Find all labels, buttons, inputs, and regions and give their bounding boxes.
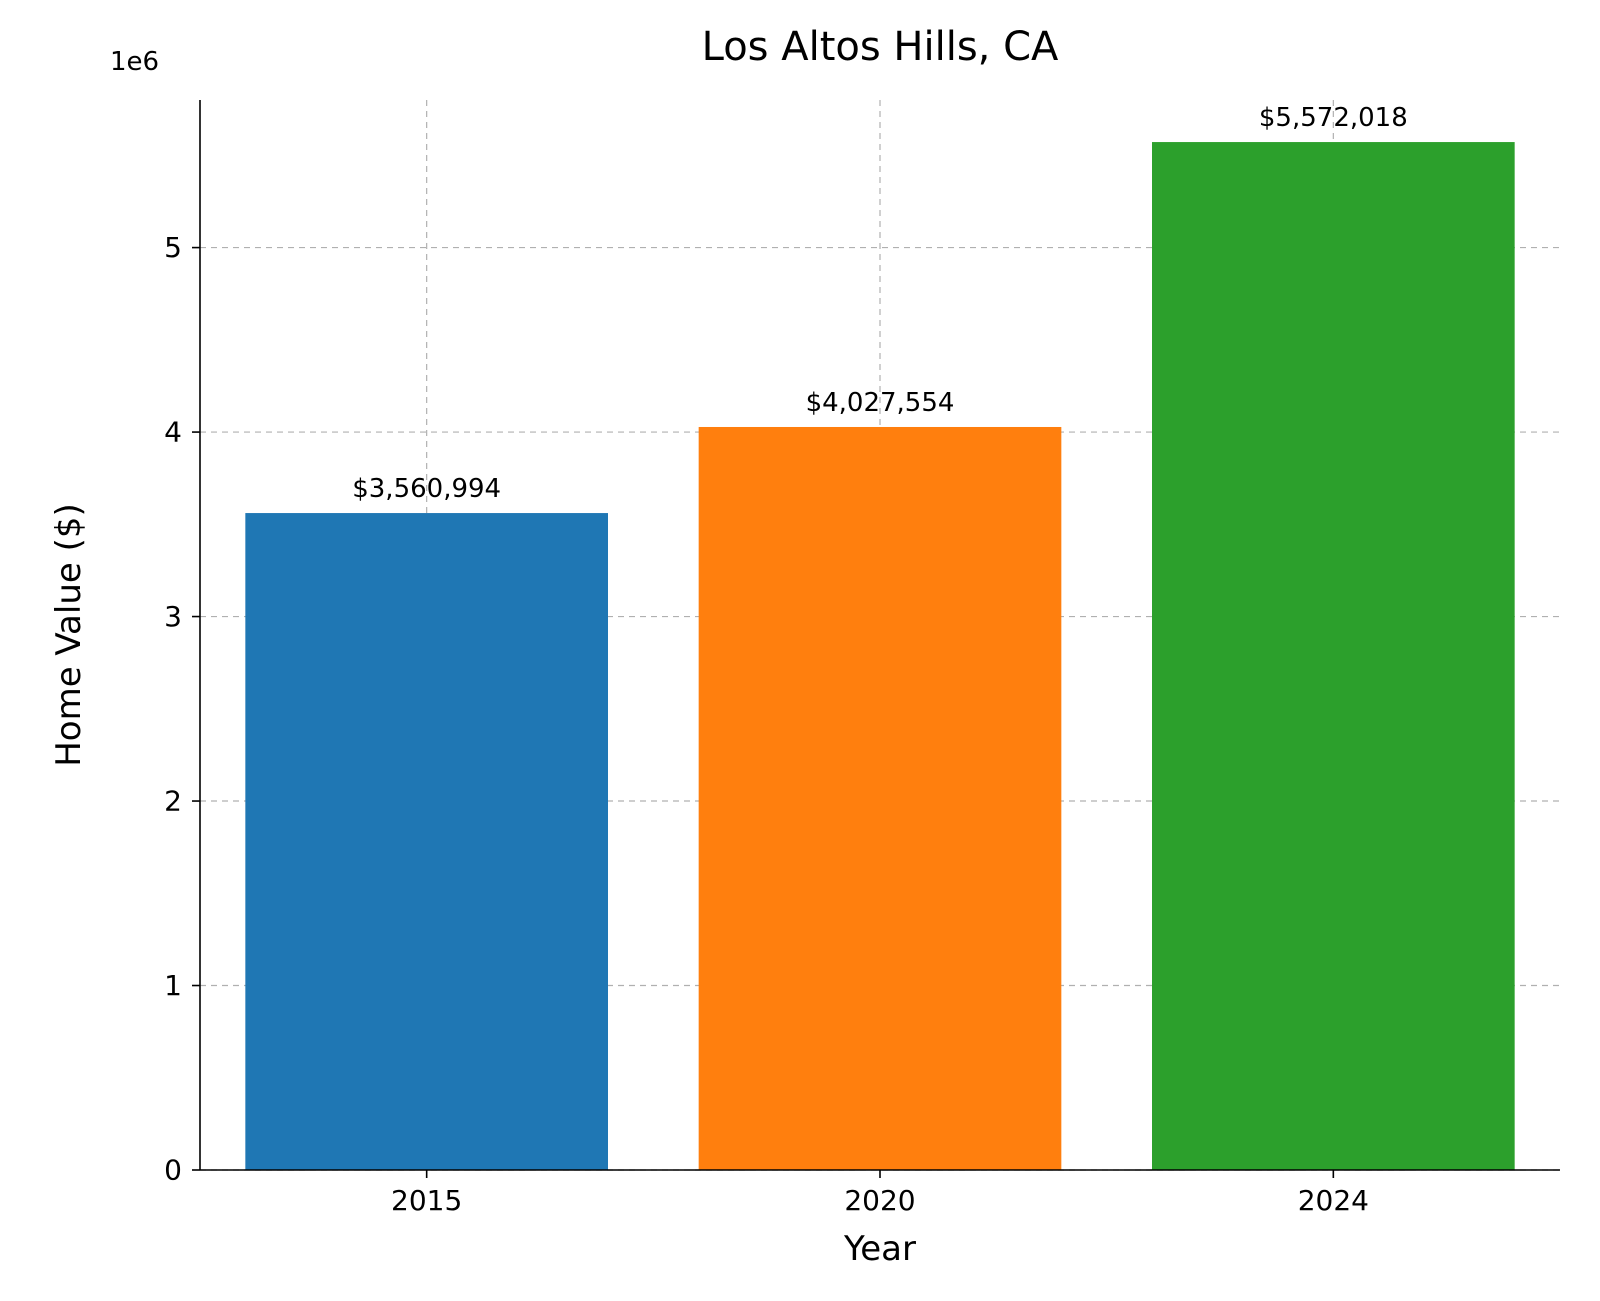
xtick-label: 2024 — [1298, 1184, 1369, 1217]
value-label-2024: $5,572,018 — [1259, 103, 1408, 133]
ytick-label: 3 — [164, 600, 182, 633]
bar-chart-svg: $3,560,994 $4,027,554 $5,572,018 0 1 2 3 4 5 1e6 2… — [0, 0, 1600, 1301]
bar-2024 — [1152, 142, 1515, 1170]
value-label-2015: $3,560,994 — [352, 474, 501, 504]
x-axis-label: Year — [843, 1229, 916, 1269]
bar-2015 — [245, 513, 608, 1170]
y-offset-text: 1e6 — [110, 47, 159, 77]
ytick-label: 0 — [164, 1154, 182, 1187]
xtick-label: 2015 — [391, 1184, 462, 1217]
value-label-2020: $4,027,554 — [806, 388, 955, 418]
ytick-label: 2 — [164, 785, 182, 818]
chart-container: $3,560,994 $4,027,554 $5,572,018 0 1 2 3 4 5 1e6 2… — [0, 0, 1600, 1301]
bar-2020 — [699, 427, 1062, 1170]
chart-title: Los Altos Hills, CA — [702, 24, 1059, 70]
y-axis-label: Home Value ($) — [49, 503, 89, 767]
ytick-label: 4 — [164, 416, 182, 449]
xtick-label: 2020 — [844, 1184, 915, 1217]
ytick-label: 5 — [164, 231, 182, 264]
ytick-label: 1 — [164, 969, 182, 1002]
